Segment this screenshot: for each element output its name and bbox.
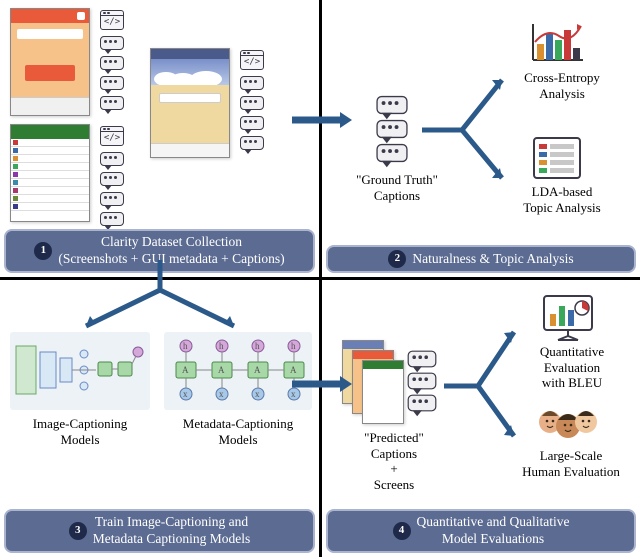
human-eval-label: Large-Scale Human Evaluation xyxy=(506,448,636,479)
metadata-captioning-label: Metadata-Captioning Models xyxy=(160,416,316,447)
people-faces-icon xyxy=(536,406,600,451)
caption-bubble-icon xyxy=(100,192,124,206)
predicted-screen-icon xyxy=(362,360,404,424)
document-list-icon xyxy=(532,136,582,185)
quadrant-3-label: 3 Train Image-Captioning and Metadata Ca… xyxy=(4,509,315,553)
fork-arrow-icon xyxy=(422,60,522,195)
caption-bubble-icon xyxy=(100,76,124,90)
quadrant-2: "Ground Truth" Captions Cross-Entropy An… xyxy=(322,0,640,277)
caption-bubble-icon xyxy=(240,96,264,110)
caption-bubble-icon xyxy=(376,144,407,162)
arrow-q1-to-q3 xyxy=(60,260,260,345)
quadrant-3-label-text: Train Image-Captioning and Metadata Capt… xyxy=(93,514,250,548)
caption-bubble-icon xyxy=(240,116,264,130)
caption-bubble-icon xyxy=(100,96,124,110)
svg-text:A: A xyxy=(218,365,225,375)
quadrant-number-badge: 2 xyxy=(388,250,406,268)
caption-bubble-icon xyxy=(240,136,264,150)
bar-chart-icon xyxy=(527,20,587,71)
app1-topbar xyxy=(11,9,89,23)
caption-bubble-icon xyxy=(100,212,124,226)
caption-bubble-icon xyxy=(240,76,264,90)
fork-arrow-icon xyxy=(444,316,534,451)
caption-bubble-icon xyxy=(100,56,124,70)
svg-text:A: A xyxy=(254,365,261,375)
caption-bubble-icon xyxy=(408,351,437,368)
screenshot-app-1 xyxy=(10,8,90,116)
caption-bubble-icon xyxy=(408,373,437,390)
svg-text:x: x xyxy=(255,389,260,399)
caption-bubble-icon xyxy=(100,152,124,166)
quadrant-number-badge: 4 xyxy=(393,522,411,540)
quadrant-2-label: 2 Naturalness & Topic Analysis xyxy=(326,245,636,273)
predicted-captions-label: "Predicted" Captions + Screens xyxy=(344,430,444,492)
code-icon: </> xyxy=(240,50,264,70)
code-icon: </> xyxy=(100,126,124,146)
caption-bubble-icon xyxy=(408,395,437,412)
quadrant-2-label-text: Naturalness & Topic Analysis xyxy=(412,251,573,268)
svg-text:A: A xyxy=(182,365,189,375)
quadrant-number-badge: 3 xyxy=(69,522,87,540)
caption-bubble-icon xyxy=(100,172,124,186)
svg-text:x: x xyxy=(183,389,188,399)
image-captioning-label: Image-Captioning Models xyxy=(10,416,150,447)
quadrant-number-badge: 1 xyxy=(34,242,52,260)
quadrant-1: </> </> </> 1 Clarity Dataset Collection… xyxy=(0,0,319,277)
svg-text:h: h xyxy=(291,341,296,351)
diagram-canvas: </> </> </> 1 Clarity Dataset Collection… xyxy=(0,0,640,557)
quadrant-4-label-text: Quantitative and Qualitative Model Evalu… xyxy=(417,514,570,548)
code-icon: </> xyxy=(100,10,124,30)
svg-text:x: x xyxy=(219,389,224,399)
caption-bubble-icon xyxy=(100,36,124,50)
arrow-q3-to-q4 xyxy=(292,372,352,401)
quadrant-4-label: 4 Quantitative and Qualitative Model Eva… xyxy=(326,509,636,553)
caption-bubble-icon xyxy=(376,120,407,138)
arrow-q1-to-q2 xyxy=(292,108,352,137)
caption-bubble-icon xyxy=(376,96,407,114)
screenshot-app-3 xyxy=(10,124,90,222)
screenshot-app-2 xyxy=(150,48,230,158)
quadrant-4: "Predicted" Captions + Screens Quantitat… xyxy=(322,280,640,557)
presentation-chart-icon xyxy=(540,292,596,347)
